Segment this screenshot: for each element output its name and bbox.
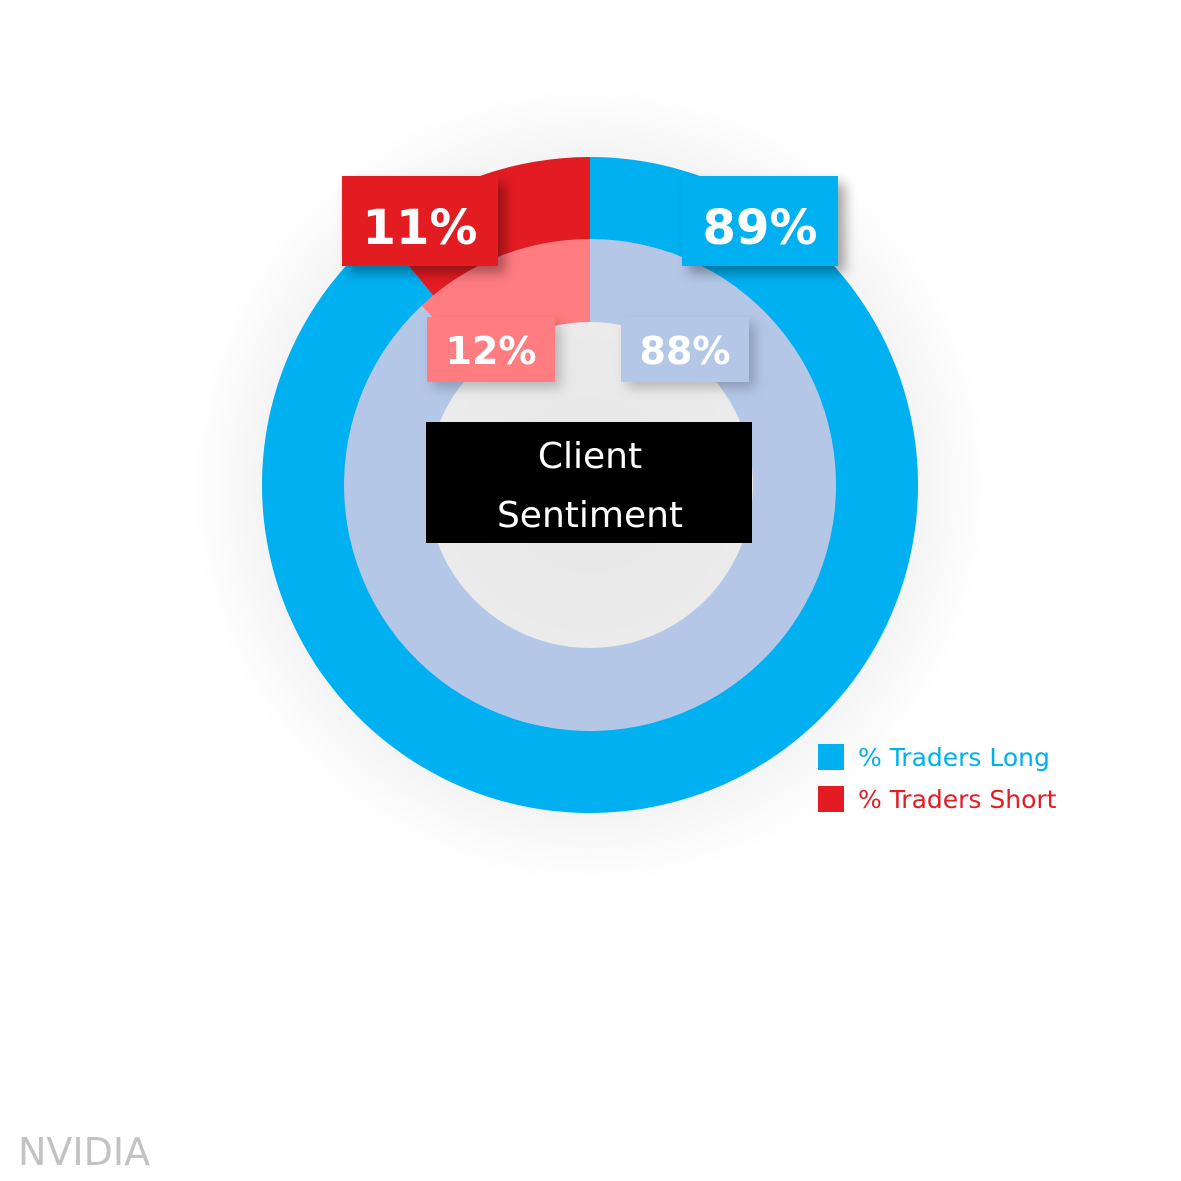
legend-item-long: % Traders Long [818, 736, 1057, 778]
center-label-background [426, 422, 752, 543]
chart-legend: % Traders Long % Traders Short [818, 736, 1057, 820]
data-label-outer-long [682, 176, 838, 266]
data-label-inner-short [427, 317, 555, 382]
data-label-inner-long [621, 317, 749, 382]
center-label-line-2: Sentiment [497, 495, 683, 536]
instrument-watermark: NVIDIA [18, 1130, 151, 1174]
data-label-inner-short-text: 12% [446, 329, 537, 373]
data-label-outer-short [342, 176, 498, 266]
legend-label-short: % Traders Short [858, 784, 1057, 814]
legend-item-short: % Traders Short [818, 778, 1057, 820]
legend-swatch-long [818, 744, 844, 770]
data-label-inner-long-text: 88% [640, 329, 731, 373]
data-label-outer-short-text: 11% [363, 200, 478, 256]
legend-swatch-short [818, 786, 844, 812]
legend-label-long: % Traders Long [858, 742, 1050, 772]
center-label-line-1: Client [538, 436, 642, 477]
data-label-outer-long-text: 89% [703, 200, 818, 256]
